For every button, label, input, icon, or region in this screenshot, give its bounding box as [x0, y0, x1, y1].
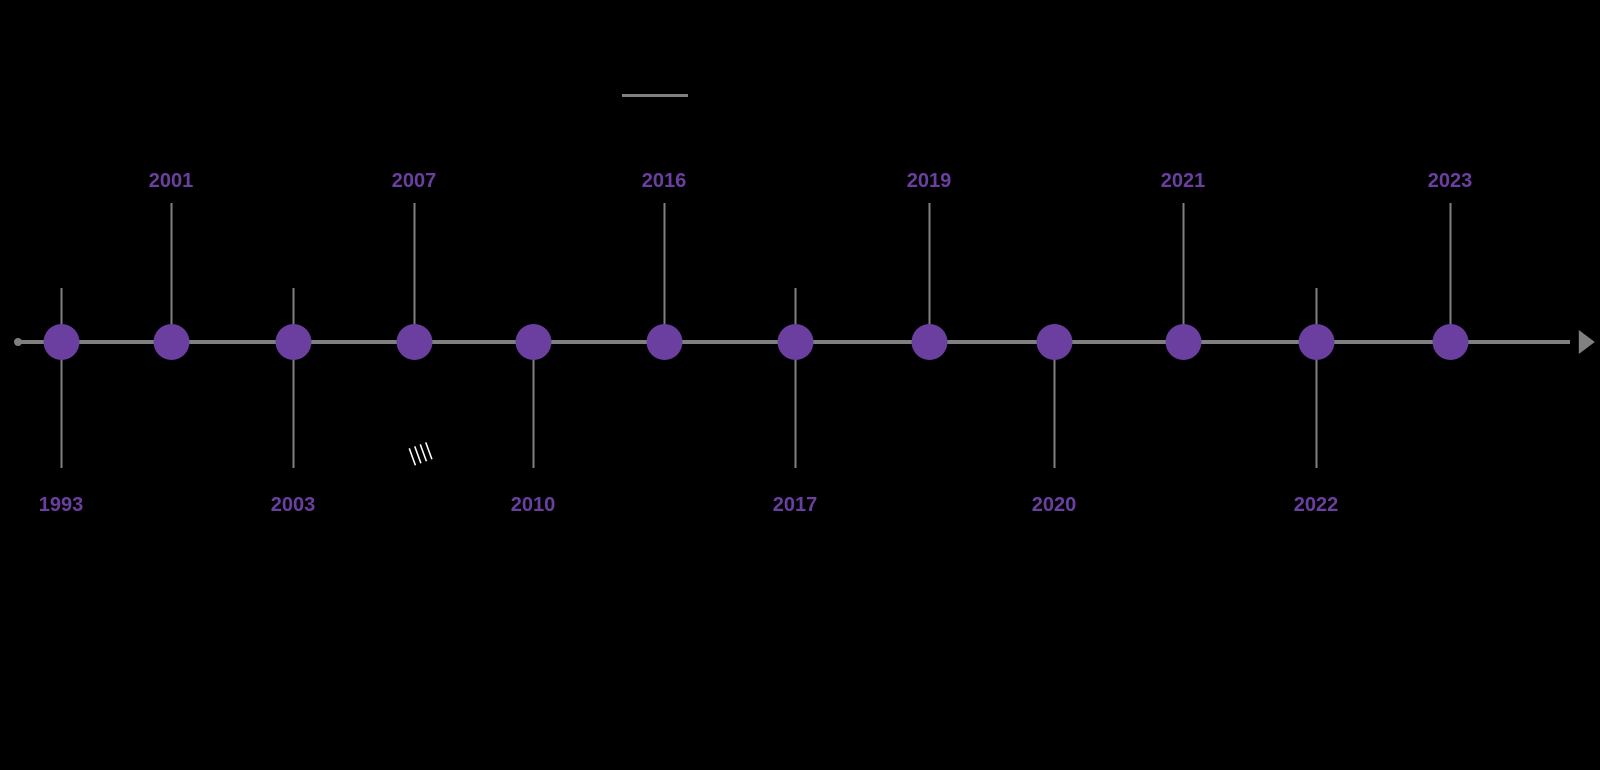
- timeline-event-2003: 2003: [293, 0, 294, 770]
- event-dot: [1298, 324, 1334, 360]
- event-year: 2023: [1428, 170, 1473, 193]
- event-tick: [928, 203, 930, 342]
- event-year: 2022: [1294, 494, 1339, 517]
- event-year: 2010: [511, 494, 556, 517]
- timeline-stage: 1993 2001 2003 2007 2010 2016 2017 2019 2020 2021…: [0, 0, 1600, 770]
- event-dot: [153, 324, 189, 360]
- timeline-event-2021: 2021: [1183, 0, 1184, 770]
- event-year: 2003: [271, 494, 316, 517]
- event-tick: [292, 288, 294, 468]
- timeline-event-2017: 2017: [795, 0, 796, 770]
- event-dot: [43, 324, 79, 360]
- event-tick: [60, 288, 62, 468]
- event-dot: [1036, 324, 1072, 360]
- event-dot: [515, 324, 551, 360]
- event-dot: [911, 324, 947, 360]
- event-year: 2001: [149, 170, 194, 193]
- timeline-event-2020: 2020: [1054, 0, 1055, 770]
- event-dot: [1432, 324, 1468, 360]
- event-year: 2020: [1032, 494, 1077, 517]
- event-tick: [1315, 288, 1317, 468]
- timeline-event-2007: 2007: [414, 0, 415, 770]
- event-dot: [396, 324, 432, 360]
- event-tick: [413, 203, 415, 342]
- timeline-event-2001: 2001: [171, 0, 172, 770]
- timeline-event-2023: 2023: [1450, 0, 1451, 770]
- event-year: 2007: [392, 170, 437, 193]
- event-year: 2021: [1161, 170, 1206, 193]
- event-year: 2017: [773, 494, 818, 517]
- timeline-event-2019: 2019: [929, 0, 930, 770]
- event-year: 2016: [642, 170, 687, 193]
- event-tick: [532, 342, 534, 468]
- event-year: 1993: [39, 494, 84, 517]
- event-tick: [794, 288, 796, 468]
- timeline-event-2010: 2010: [533, 0, 534, 770]
- event-year: 2019: [907, 170, 952, 193]
- event-tick: [1182, 203, 1184, 342]
- event-dot: [777, 324, 813, 360]
- event-tick: [663, 203, 665, 342]
- timeline-event-1993: 1993: [61, 0, 62, 770]
- title-underline: [622, 94, 688, 97]
- event-dot: [1165, 324, 1201, 360]
- timeline-event-2022: 2022: [1316, 0, 1317, 770]
- decor-glyph: ||||: [403, 440, 432, 468]
- timeline-event-2016: 2016: [664, 0, 665, 770]
- event-tick: [170, 203, 172, 342]
- event-tick: [1053, 342, 1055, 468]
- event-dot: [646, 324, 682, 360]
- axis-arrow-icon: [1579, 330, 1595, 354]
- event-dot: [275, 324, 311, 360]
- event-tick: [1449, 203, 1451, 342]
